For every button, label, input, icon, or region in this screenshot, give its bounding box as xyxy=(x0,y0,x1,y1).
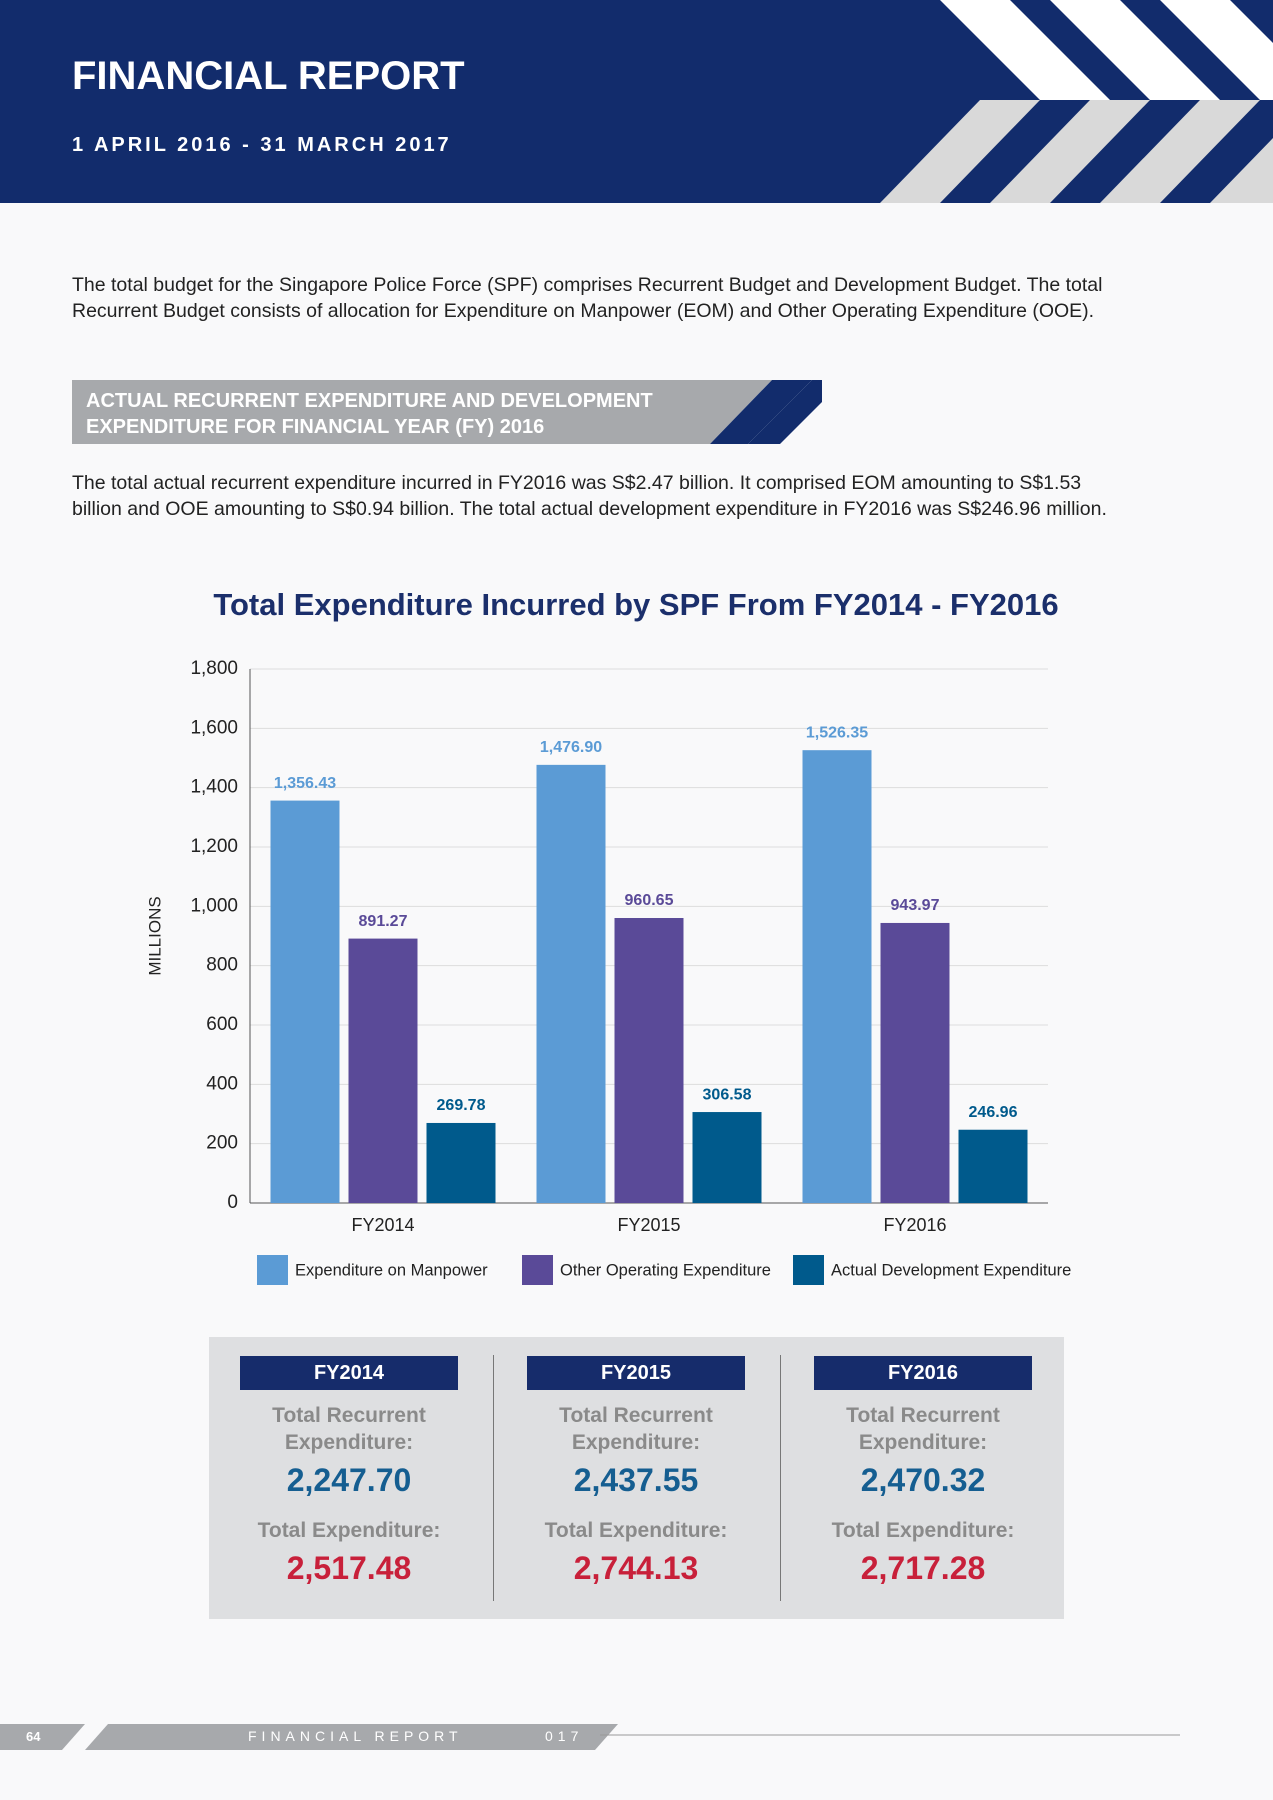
value-label: 269.78 xyxy=(437,1097,486,1114)
period: 1 APRIL 2016 - 31 MARCH 2017 xyxy=(72,134,452,156)
chart: Total Expenditure Incurred by SPF From F… xyxy=(145,587,1071,1285)
total-value: 2,517.48 xyxy=(286,1550,412,1586)
year: FY2015 xyxy=(527,1356,745,1390)
y-tick-label: 0 xyxy=(227,1192,238,1213)
summary-card: FY2014 Total Recurrent Expenditure: 2,247.… xyxy=(240,1356,458,1587)
bar xyxy=(536,764,606,1203)
total-value: 2,744.13 xyxy=(573,1550,699,1586)
divider xyxy=(780,1355,781,1601)
legend-swatch xyxy=(257,1255,288,1285)
total-label: Total Expenditure: xyxy=(257,1519,441,1542)
year: FY2014 xyxy=(240,1356,458,1390)
recurrent-label: Total Recurrent Expenditure: xyxy=(846,1404,1000,1454)
value-label: 1,526.35 xyxy=(806,724,868,741)
summary-card: FY2016 Total Recurrent Expenditure: 2,470.… xyxy=(814,1356,1032,1587)
value-label: 960.65 xyxy=(625,892,674,909)
y-tick-label: 1,400 xyxy=(190,777,238,798)
legend-swatch xyxy=(793,1255,824,1285)
footer-band xyxy=(0,1724,1180,1750)
value-label: 306.58 xyxy=(703,1086,752,1103)
year: FY2016 xyxy=(814,1356,1032,1390)
bar xyxy=(426,1122,496,1203)
chart-title: Total Expenditure Incurred by SPF From F… xyxy=(213,587,1058,622)
recurrent-label: Total Recurrent Expenditure: xyxy=(559,1404,713,1454)
y-tick-label: 1,800 xyxy=(190,658,238,679)
recurrent-value: 2,470.32 xyxy=(860,1462,986,1498)
y-tick-label: 1,600 xyxy=(190,717,238,738)
bar xyxy=(692,1112,762,1203)
bar xyxy=(958,1129,1028,1203)
bar xyxy=(802,750,872,1203)
page-number: 64 xyxy=(26,1729,41,1744)
footer-year: 017 xyxy=(545,1728,584,1744)
bar xyxy=(348,938,418,1203)
y-tick-label: 1,200 xyxy=(190,836,238,857)
header-band xyxy=(0,0,1273,203)
y-tick-label: 800 xyxy=(206,955,238,976)
section-text: The total actual recurrent expenditure i… xyxy=(72,472,1107,520)
x-tick-label: FY2015 xyxy=(617,1215,680,1235)
value-label: 246.96 xyxy=(969,1104,1018,1121)
legend-label: Actual Development Expenditure xyxy=(831,1261,1071,1279)
value-label: 891.27 xyxy=(359,913,408,930)
x-tick-label: FY2014 xyxy=(351,1215,414,1235)
y-tick-label: 1,000 xyxy=(190,895,238,916)
summary-card: FY2015 Total Recurrent Expenditure: 2,437.… xyxy=(527,1356,745,1587)
bar xyxy=(880,922,950,1203)
y-tick-label: 400 xyxy=(206,1073,238,1094)
legend-swatch xyxy=(522,1255,553,1285)
divider xyxy=(493,1355,494,1601)
bar xyxy=(614,918,684,1203)
title: FINANCIAL REPORT xyxy=(72,54,465,98)
total-label: Total Expenditure: xyxy=(831,1519,1015,1542)
value-label: 1,356.43 xyxy=(274,775,336,792)
y-axis-label: MILLIONS xyxy=(145,896,164,975)
footer-label: FINANCIAL REPORT xyxy=(248,1728,463,1744)
value-label: 1,476.90 xyxy=(540,739,602,756)
intro: The total budget for the Singapore Polic… xyxy=(72,274,1103,322)
bar xyxy=(270,800,340,1203)
y-tick-label: 600 xyxy=(206,1014,238,1035)
total-label: Total Expenditure: xyxy=(544,1519,728,1542)
value-label: 943.97 xyxy=(891,897,940,914)
x-tick-label: FY2016 xyxy=(883,1215,946,1235)
legend-label: Expenditure on Manpower xyxy=(295,1261,488,1279)
recurrent-value: 2,437.55 xyxy=(573,1462,699,1498)
total-value: 2,717.28 xyxy=(860,1550,986,1586)
recurrent-label: Total Recurrent Expenditure: xyxy=(272,1404,426,1454)
recurrent-value: 2,247.70 xyxy=(286,1462,412,1498)
y-tick-label: 200 xyxy=(206,1133,238,1154)
legend-label: Other Operating Expenditure xyxy=(560,1261,771,1279)
section-banner xyxy=(72,380,822,444)
section-heading: ACTUAL RECURRENT EXPENDITURE AND DEVELOP… xyxy=(86,390,653,438)
